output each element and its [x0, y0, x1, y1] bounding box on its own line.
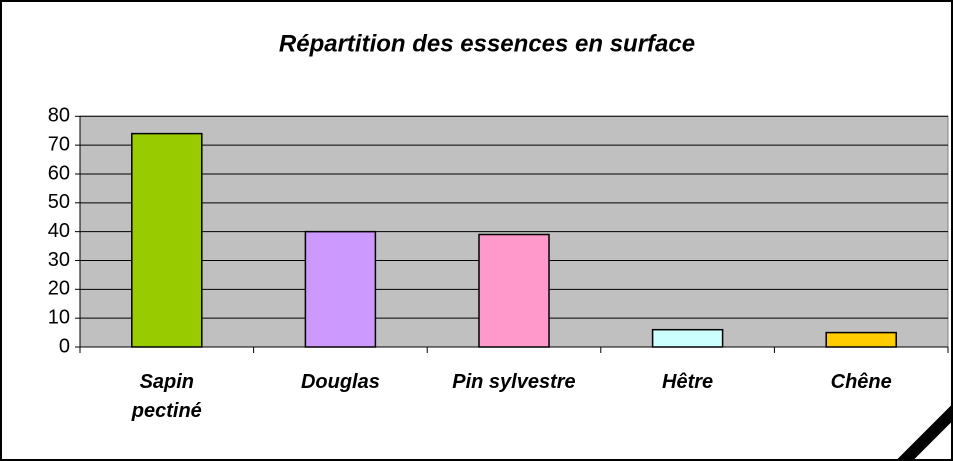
- y-tick-label: 20: [48, 278, 70, 300]
- y-tick-label: 10: [48, 306, 70, 328]
- corner-stroke: [895, 403, 953, 461]
- bar: [651, 328, 724, 348]
- x-tick-label: Douglas: [300, 371, 380, 393]
- x-tick-label: Chêne: [830, 371, 892, 393]
- x-tick-label: Pin sylvestre: [452, 371, 576, 393]
- bar: [304, 230, 377, 348]
- y-tick-label: 40: [48, 220, 70, 242]
- bar: [131, 132, 203, 348]
- bar: [825, 331, 897, 348]
- y-tick-label: 80: [48, 105, 70, 127]
- y-tick-label: 50: [48, 191, 70, 213]
- y-tick-label: 0: [59, 335, 70, 357]
- y-tick-label: 70: [48, 133, 70, 155]
- y-tick-label: 30: [48, 249, 70, 271]
- chart-title: Répartition des essences en surface: [279, 30, 695, 57]
- x-tick-label: Hêtre: [662, 371, 714, 393]
- x-tick-label: Sapin pectiné: [131, 371, 202, 422]
- y-tick-label: 60: [48, 162, 70, 184]
- bar: [478, 233, 550, 348]
